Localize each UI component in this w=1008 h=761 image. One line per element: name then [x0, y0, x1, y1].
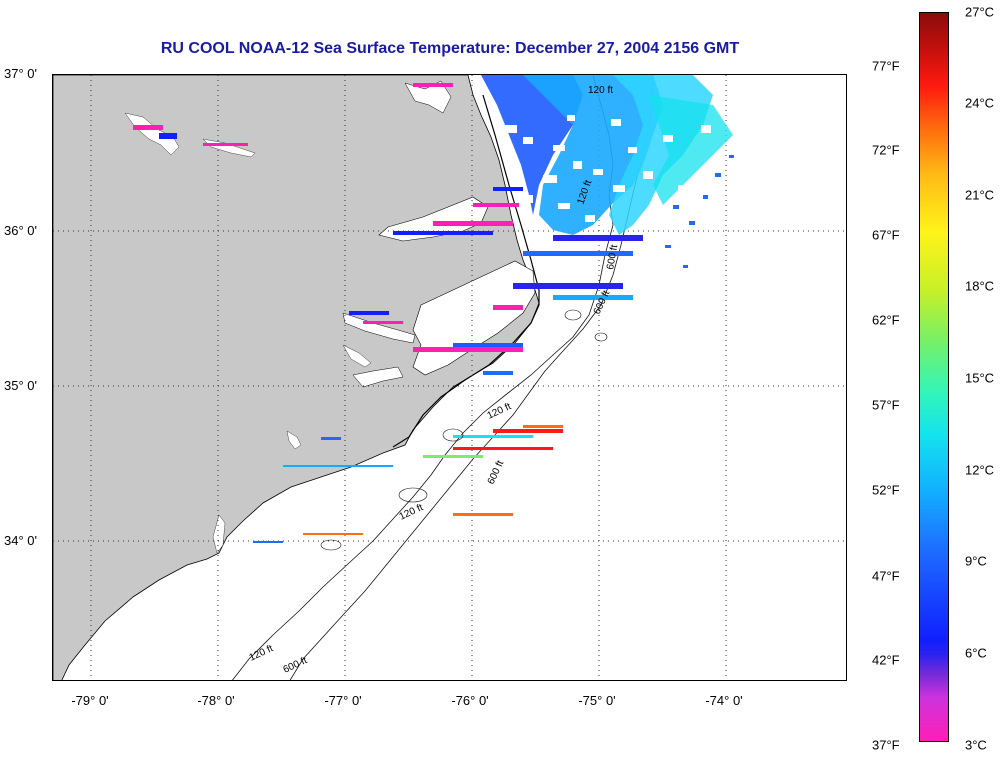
shoal-contours — [320, 309, 608, 551]
contour-label: 600 ft — [592, 289, 613, 317]
lon-label-74: -74° 0' — [705, 693, 743, 708]
colorbar-f-label: 67°F — [872, 227, 900, 243]
pamlico-river — [342, 312, 416, 344]
colorbar-c-label: 3°C — [965, 737, 987, 753]
colorbar-f-label: 52°F — [872, 482, 900, 498]
colorbar-f-label: 47°F — [872, 568, 900, 584]
colorbar-c-label: 9°C — [965, 553, 987, 569]
colorbar-c-label: 15°C — [965, 370, 995, 386]
lat-label-37: 37° 0' — [4, 66, 37, 81]
contour-label: 600 ft — [605, 244, 620, 271]
colorbar-f-label: 37°F — [872, 737, 900, 753]
sst-data — [133, 75, 734, 543]
currituck-sound — [404, 80, 452, 114]
colorbar-c-label: 27°C — [965, 4, 995, 20]
river-inland-4 — [342, 344, 372, 368]
colorbar-f-label: 77°F — [872, 58, 900, 74]
lon-label-75: -75° 0' — [578, 693, 616, 708]
colorbar-c-label: 21°C — [965, 187, 995, 203]
lat-label-35: 35° 0' — [4, 378, 37, 393]
contour-label: 600 ft — [486, 459, 507, 487]
contour-label: 120 ft — [486, 401, 514, 422]
lat-label-34: 34° 0' — [4, 533, 37, 548]
map-title: RU COOL NOAA-12 Sea Surface Temperature:… — [160, 40, 740, 57]
pamlico-sound — [412, 260, 536, 376]
colorbar-c-label: 12°C — [965, 462, 995, 478]
grid-lines — [53, 75, 846, 680]
contour-label: 600 ft — [282, 655, 310, 676]
colorbar-f-label: 57°F — [872, 397, 900, 413]
map-canvas: 120 ft 600 ft 120 ft 600 ft 120 ft 120 f… — [53, 75, 846, 680]
sst-map[interactable]: 120 ft 600 ft 120 ft 600 ft 120 ft 120 f… — [52, 74, 847, 681]
colorbar-c-label: 24°C — [965, 95, 995, 111]
colorbar-f-label: 62°F — [872, 312, 900, 328]
contour-label: 120 ft — [398, 502, 426, 523]
lon-label-77: -77° 0' — [324, 693, 362, 708]
land-mass — [53, 75, 540, 680]
colorbar-f-label: 72°F — [872, 142, 900, 158]
lon-label-79: -79° 0' — [71, 693, 109, 708]
lake-inland-1 — [124, 112, 180, 156]
lon-label-76: -76° 0' — [451, 693, 489, 708]
temperature-colorbar — [919, 12, 949, 742]
neuse-river — [352, 366, 404, 388]
lat-label-36: 36° 0' — [4, 223, 37, 238]
river-inland-3 — [286, 430, 302, 450]
lon-label-78: -78° 0' — [197, 693, 235, 708]
outer-banks — [392, 94, 540, 448]
colorbar-c-label: 18°C — [965, 278, 995, 294]
cape-fear-river — [212, 514, 226, 554]
colorbar-c-label: 6°C — [965, 645, 987, 661]
contour-label: 120 ft — [588, 85, 613, 96]
colorbar-f-label: 42°F — [872, 652, 900, 668]
